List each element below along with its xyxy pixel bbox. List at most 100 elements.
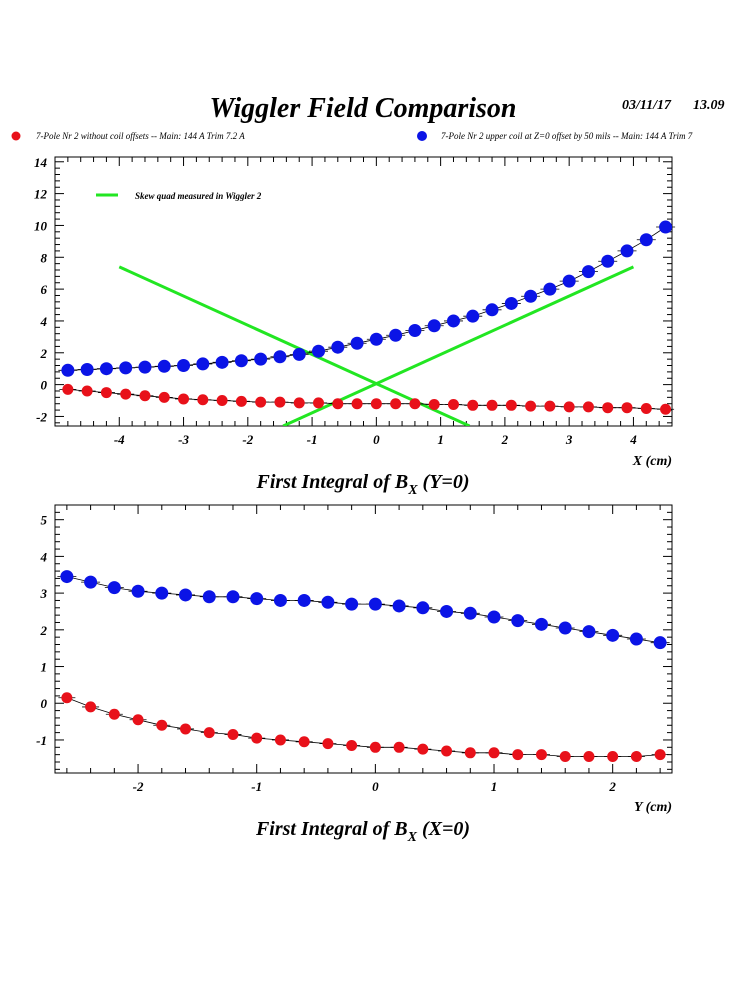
data-point-red: [313, 397, 325, 409]
data-point-red: [390, 398, 402, 410]
x-tick-label: 2: [501, 432, 509, 447]
data-point-blue: [84, 575, 98, 589]
plot-frame: [54, 504, 673, 774]
data-point-red: [156, 719, 168, 731]
data-point-red: [660, 403, 672, 415]
x-tick-label: -1: [251, 779, 262, 794]
data-point-red: [346, 739, 358, 751]
data-point-blue: [250, 592, 264, 606]
data-point-blue: [292, 347, 306, 361]
series-line-red: [66, 697, 661, 757]
data-point-blue: [297, 593, 311, 607]
y-tick-label: 5: [41, 513, 48, 528]
global-legend: 7-Pole Nr 2 without coil offsets -- Main…: [11, 131, 693, 141]
data-point-red: [197, 394, 209, 406]
data-point-red: [607, 750, 619, 762]
data-point-red: [428, 399, 440, 411]
data-point-blue: [177, 359, 191, 373]
y-tick-label: 1: [41, 660, 48, 675]
data-point-blue: [331, 340, 345, 354]
y-tick-label: 0: [41, 696, 48, 711]
legend-label-red: 7-Pole Nr 2 without coil offsets -- Main…: [36, 131, 245, 141]
data-point-red: [178, 393, 190, 405]
data-point-blue: [534, 617, 548, 631]
data-point-blue: [485, 303, 499, 317]
data-point-blue: [157, 359, 171, 373]
data-point-red: [630, 750, 642, 762]
data-point-blue: [273, 593, 287, 607]
data-point-red: [583, 750, 595, 762]
y-tick-label: 12: [34, 187, 48, 202]
data-point-blue: [639, 233, 653, 247]
data-point-blue: [653, 636, 667, 650]
data-point-blue: [606, 628, 620, 642]
data-point-red: [227, 728, 239, 740]
data-point-blue: [659, 220, 673, 234]
x-tick-label: 4: [629, 432, 637, 447]
data-point-red: [255, 396, 267, 408]
data-point-red: [559, 750, 571, 762]
y-tick-label: 14: [34, 155, 48, 170]
title-suffix: (Y=0): [418, 471, 470, 493]
data-point-red: [409, 398, 421, 410]
data-point-red: [441, 745, 453, 757]
data-point-red: [602, 402, 614, 414]
x-tick-label: 3: [565, 432, 573, 447]
figure-time: 13.09: [693, 98, 725, 113]
data-point-blue: [601, 254, 615, 268]
y-tick-label: 10: [34, 218, 48, 233]
x-tick-label: 2: [608, 779, 616, 794]
legend-marker-blue: [417, 131, 427, 141]
data-point-red: [216, 395, 228, 407]
data-point-red: [351, 398, 363, 410]
x-tick-label: -2: [133, 779, 144, 794]
data-point-red: [467, 399, 479, 411]
plot-bx-vs-y: -2 -1 0 1 2 -1 0 1 2 3 4 5 Y (cm) First Integral of…: [36, 504, 673, 845]
y-tick-label: 0: [41, 378, 48, 393]
data-point-blue: [543, 282, 557, 296]
data-point-blue: [629, 632, 643, 646]
data-point-red: [582, 401, 594, 413]
data-point-blue: [463, 606, 477, 620]
x-tick-label: -4: [114, 432, 125, 447]
data-point-red: [203, 727, 215, 739]
data-point-red: [512, 749, 524, 761]
title-suffix: (X=0): [417, 818, 470, 840]
data-point-blue: [226, 590, 240, 604]
data-point-blue: [138, 360, 152, 374]
skew-quad-line: [118, 265, 471, 426]
reference-lines: [118, 265, 635, 426]
data-point-red: [621, 402, 633, 414]
data-point-red: [85, 701, 97, 713]
data-point-red: [486, 399, 498, 411]
data-point-blue: [427, 319, 441, 333]
data-point-blue: [392, 599, 406, 613]
title-main: First Integral of B: [256, 471, 409, 493]
data-point-red: [298, 736, 310, 748]
series-line-blue: [66, 576, 661, 644]
data-point-blue: [273, 350, 287, 364]
y-tick-label: 2: [40, 346, 48, 361]
data-point-blue: [368, 597, 382, 611]
y-tick-label: -2: [36, 409, 47, 424]
legend-marker-red: [11, 131, 21, 141]
data-point-red: [640, 402, 652, 414]
data-point-red: [505, 399, 517, 411]
data-point-blue: [60, 570, 74, 584]
data-point-blue: [440, 604, 454, 618]
data-point-red: [332, 398, 344, 410]
data-point-red: [525, 400, 537, 412]
legend-label-skew-quad: Skew quad measured in Wiggler 2: [135, 191, 262, 201]
data-point-blue: [202, 590, 216, 604]
data-point-blue: [369, 332, 383, 346]
data-point-red: [293, 397, 305, 409]
data-point-blue: [345, 597, 359, 611]
title-subscript: X: [407, 483, 418, 498]
x-tick-label: 1: [491, 779, 498, 794]
data-point-red: [274, 734, 286, 746]
data-point-blue: [562, 274, 576, 288]
plot-title: First Integral of BX (Y=0): [256, 471, 470, 498]
series-line-red: [67, 389, 666, 410]
